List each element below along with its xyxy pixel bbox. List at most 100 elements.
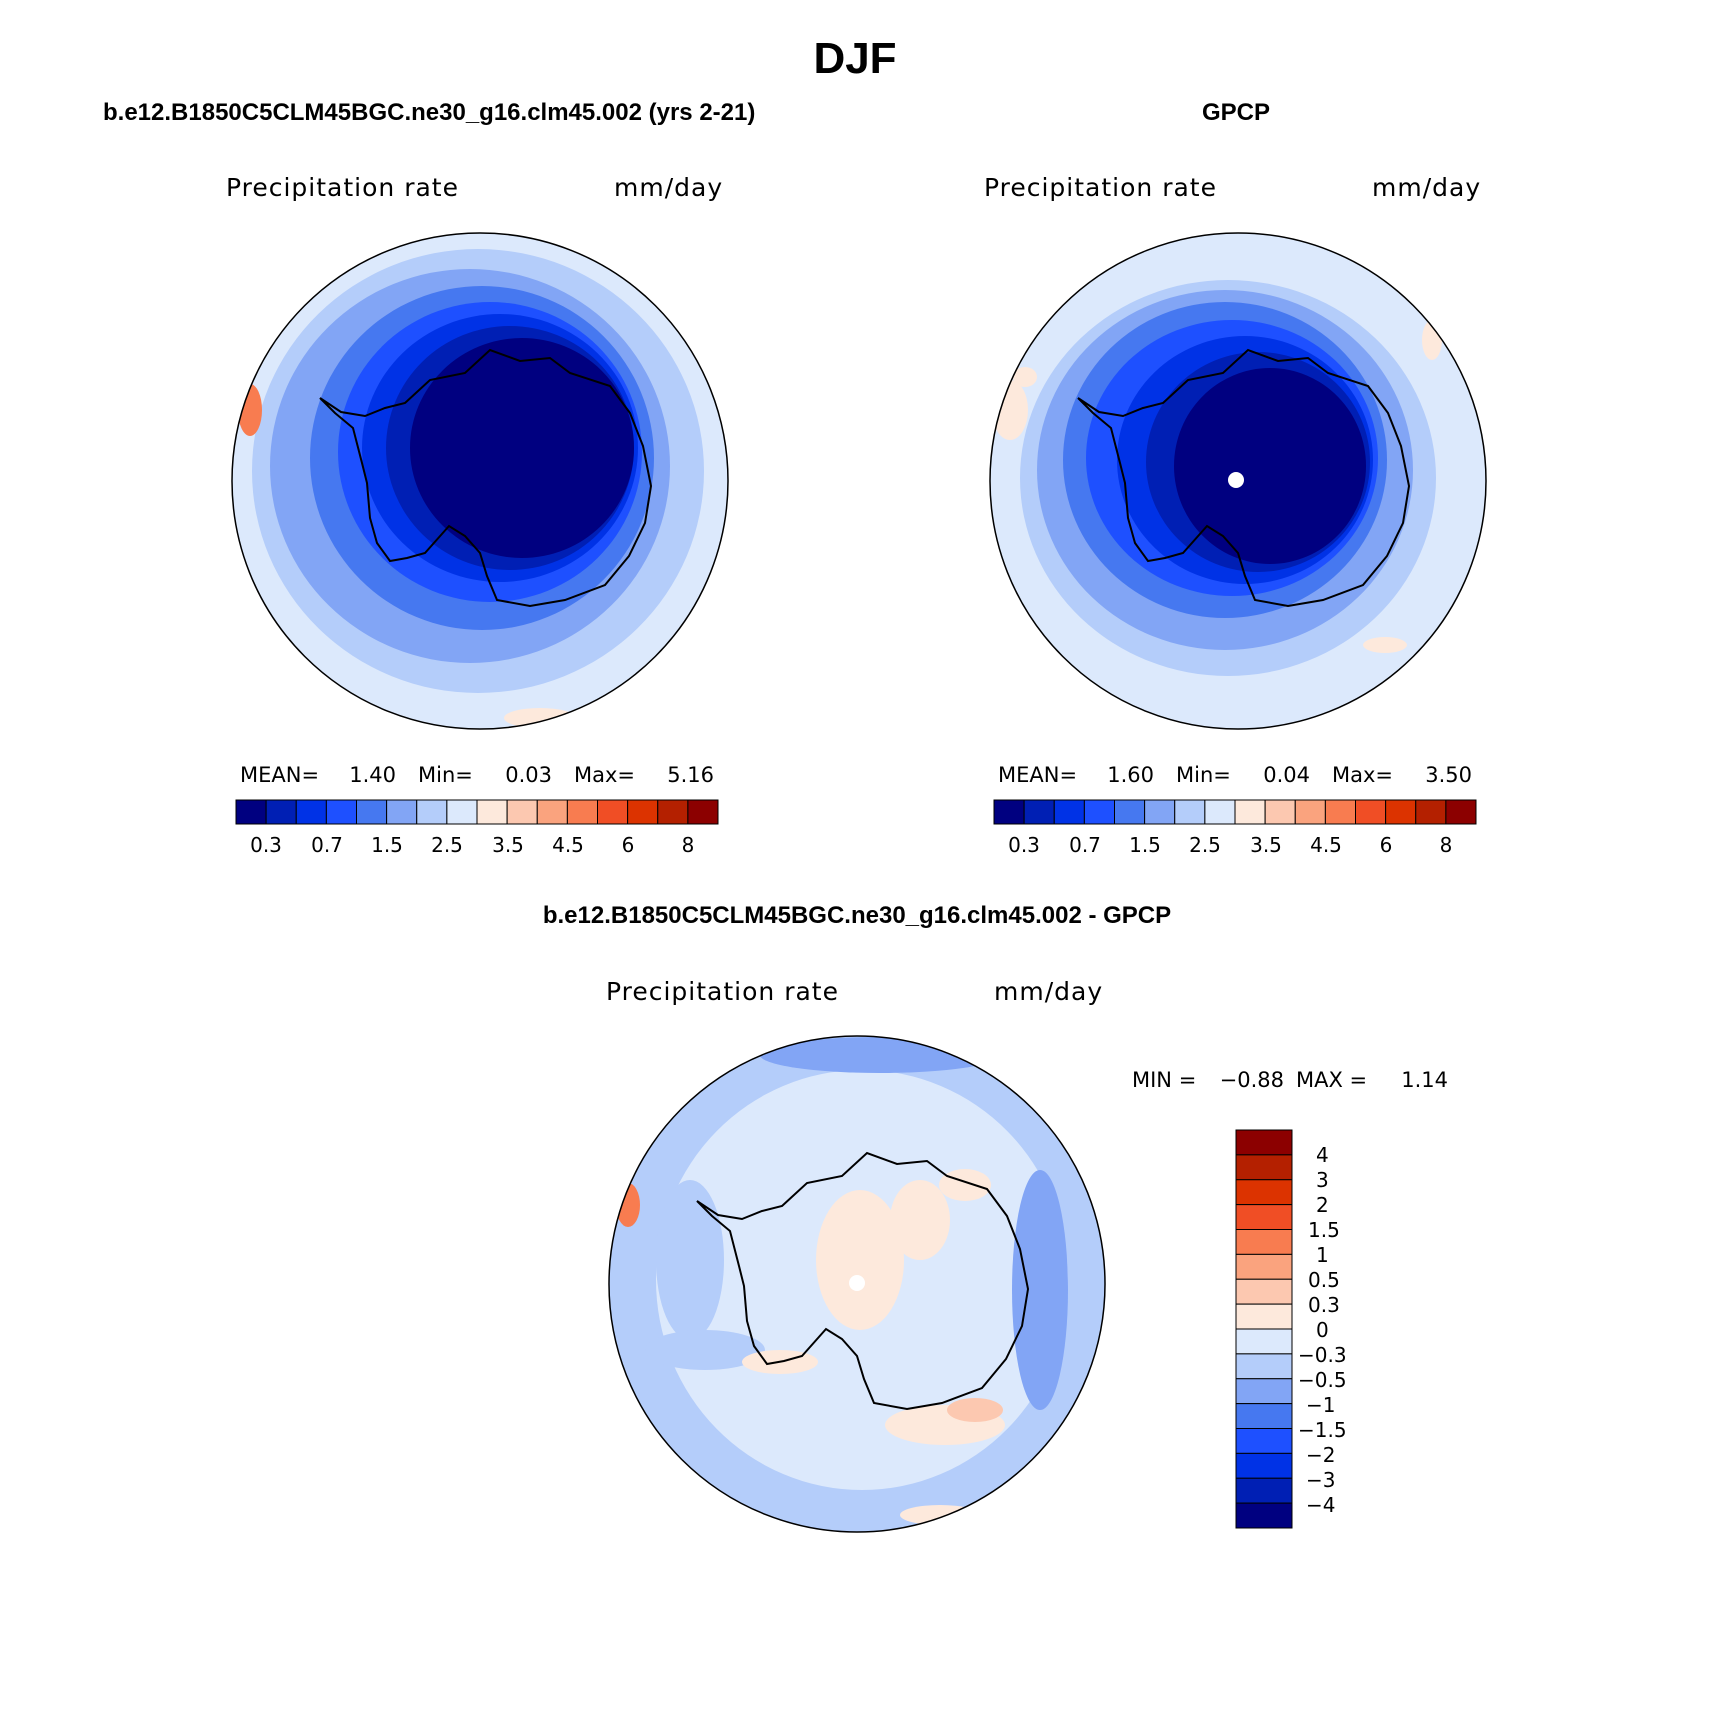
colorbar-swatch (1235, 1278, 1293, 1305)
colorbar-swatch (1235, 1452, 1293, 1479)
colorbar-gpcp-label: 6 (1380, 833, 1393, 857)
stat-min-label: Min= (418, 763, 473, 787)
colorbar-swatch (1294, 799, 1326, 825)
colorbar-swatch (265, 799, 297, 825)
colorbar-gpcp-label: 0.7 (1069, 833, 1101, 857)
colorbar-gpcp-labels: 0.3 0.7 1.5 2.5 3.5 4.5 6 8 (1008, 833, 1452, 857)
colorbar-swatch (1324, 799, 1356, 825)
colorbar-model-label: 8 (682, 833, 695, 857)
colorbar-gpcp-label: 1.5 (1129, 833, 1161, 857)
colorbar-diff-label: 1.5 (1308, 1218, 1340, 1242)
colorbar-gpcp-label: 0.3 (1008, 833, 1040, 857)
panel-gpcp-title: GPCP (1202, 99, 1270, 126)
colorbar-swatch (506, 799, 538, 825)
panel-model-variable: Precipitation rate (226, 173, 459, 202)
stat-min-value: 0.03 (505, 763, 552, 787)
colorbar-swatch (416, 799, 448, 825)
stat-max-label: Max= (1332, 763, 1393, 787)
colorbar-swatch (295, 799, 327, 825)
colorbar-swatch (687, 799, 719, 825)
stat-max-label: Max= (574, 763, 635, 787)
colorbar-diff-label: −1.5 (1298, 1418, 1347, 1442)
colorbar-gpcp-label: 8 (1440, 833, 1453, 857)
stat-min-label: Min= (1176, 763, 1231, 787)
colorbar-diff-label: 0 (1316, 1318, 1329, 1342)
panel-gpcp: GPCP Precipitation rate mm/day MEAN= 1.6… (984, 99, 1487, 857)
colorbar-swatch (1144, 799, 1176, 825)
colorbar-model-labels: 0.3 0.7 1.5 2.5 3.5 4.5 6 8 (250, 833, 694, 857)
colorbar-model-label: 0.3 (250, 833, 282, 857)
colorbar-swatch (1235, 1154, 1293, 1181)
colorbar-swatch (1235, 1229, 1293, 1255)
stat-mean-value: 1.40 (349, 763, 396, 787)
colorbar-swatch (1235, 1353, 1293, 1380)
colorbar-diff-label: −4 (1306, 1493, 1335, 1517)
colorbar-swatch (597, 799, 629, 825)
colorbar-swatch (235, 799, 267, 825)
colorbar-diff-label: −0.5 (1298, 1368, 1347, 1392)
colorbar-model-label: 4.5 (552, 833, 584, 857)
colorbar-swatch (1235, 1502, 1293, 1529)
colorbar-swatch (1235, 1303, 1293, 1330)
colorbar-model-label: 2.5 (431, 833, 463, 857)
map-border-diff (608, 1035, 1106, 1533)
polar-map-model (232, 233, 728, 729)
colorbar-gpcp-label: 2.5 (1189, 833, 1221, 857)
map-border-gpcp (989, 232, 1487, 730)
colorbar-swatch (1204, 799, 1236, 825)
colorbar-swatch (1114, 799, 1146, 825)
panel-model: b.e12.B1850C5CLM45BGC.ne30_g16.clm45.002… (103, 99, 755, 857)
colorbar-swatch (1235, 1403, 1293, 1429)
colorbar-diff-label: 0.3 (1308, 1293, 1340, 1317)
colorbar-swatch (446, 799, 478, 825)
diff-max-label: MAX = (1296, 1068, 1367, 1092)
colorbar-gpcp (993, 799, 1477, 825)
stat-min-value: 0.04 (1263, 763, 1310, 787)
colorbar-swatch (1385, 799, 1417, 825)
colorbar-diff-label: 2 (1316, 1193, 1329, 1217)
colorbar-swatch (1174, 799, 1206, 825)
stat-mean-value: 1.60 (1107, 763, 1154, 787)
pole-marker-gpcp (1228, 472, 1244, 488)
colorbar-diff-label: 0.5 (1308, 1268, 1340, 1292)
colorbar-swatch (1235, 1253, 1293, 1280)
colorbar-swatch (1053, 799, 1085, 825)
colorbar-swatch (476, 799, 508, 825)
stat-max-value: 5.16 (667, 763, 714, 787)
colorbar-swatch (657, 799, 689, 825)
colorbar-swatch (1445, 799, 1477, 825)
colorbar-swatch (627, 799, 659, 825)
colorbar-diff-label: −3 (1306, 1468, 1335, 1492)
colorbar-model-label: 6 (622, 833, 635, 857)
colorbar-model-label: 3.5 (492, 833, 524, 857)
panel-diff: b.e12.B1850C5CLM45BGC.ne30_g16.clm45.002… (543, 902, 1448, 1533)
colorbar-swatch (1235, 1428, 1293, 1454)
panel-diff-variable: Precipitation rate (606, 977, 839, 1006)
diff-min-label: MIN = (1132, 1068, 1196, 1092)
colorbar-model-label: 0.7 (311, 833, 343, 857)
colorbar-swatch (1415, 799, 1447, 825)
stat-mean-label: MEAN= (998, 763, 1077, 787)
colorbar-swatch (356, 799, 388, 825)
colorbar-diff-label: −2 (1306, 1443, 1335, 1467)
colorbar-swatch (386, 799, 418, 825)
colorbar-swatch (1083, 799, 1115, 825)
colorbar-diff-label: −0.3 (1298, 1343, 1347, 1367)
colorbar-swatch (1264, 799, 1296, 825)
colorbar-diff-labels: 4 3 2 1.5 1 0.5 0.3 0 −0.3 −0.5 −1 −1.5 … (1298, 1143, 1347, 1517)
colorbar-diff-label: 1 (1316, 1243, 1329, 1267)
panel-model-title: b.e12.B1850C5CLM45BGC.ne30_g16.clm45.002… (103, 99, 755, 126)
pole-marker-diff (849, 1275, 865, 1291)
panel-gpcp-variable: Precipitation rate (984, 173, 1217, 202)
colorbar-swatch (1235, 1328, 1293, 1355)
colorbar-model-label: 1.5 (371, 833, 403, 857)
colorbar-diff-label: −1 (1306, 1393, 1335, 1417)
colorbar-swatch (1235, 1204, 1293, 1230)
colorbar-swatch (1235, 1129, 1293, 1156)
panel-diff-title: b.e12.B1850C5CLM45BGC.ne30_g16.clm45.002… (543, 902, 1171, 929)
colorbar-swatch (993, 799, 1025, 825)
panel-gpcp-units: mm/day (1372, 173, 1481, 202)
colorbar-gpcp-label: 4.5 (1310, 833, 1342, 857)
stat-max-value: 3.50 (1425, 763, 1472, 787)
colorbar-gpcp-label: 3.5 (1250, 833, 1282, 857)
